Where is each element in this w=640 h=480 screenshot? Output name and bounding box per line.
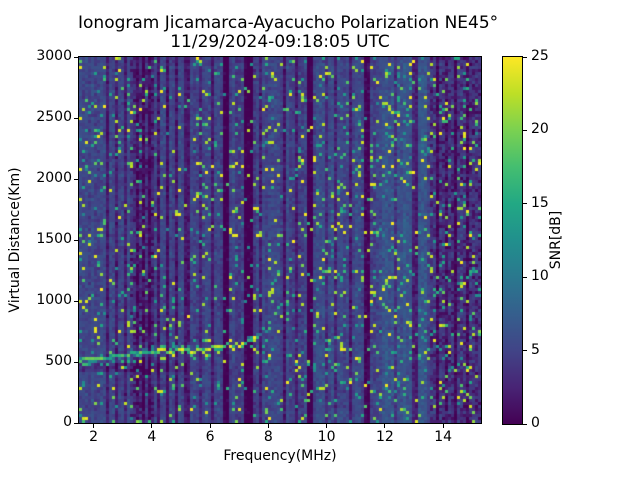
chart-title: Ionogram Jicamarca-Ayacucho Polarization… [78,13,499,33]
y-tick-label: 2000 [36,170,72,186]
y-tick-label: 2500 [36,109,72,125]
colorbar-tick-label: 25 [531,48,549,64]
chart-subtitle: 11/29/2024-09:18:05 UTC [170,32,390,52]
x-tick-label: 6 [205,429,215,445]
y-tick-label: 1500 [36,231,72,247]
x-tick-label: 8 [263,429,273,445]
x-tick-mark [151,424,153,428]
x-tick-label: 2 [89,429,99,445]
colorbar-tick-mark [523,423,527,425]
x-tick-mark [442,424,444,428]
x-tick-label: 4 [147,429,157,445]
colorbar-tick-label: 10 [531,268,549,285]
y-tick-mark [74,361,78,363]
colorbar-tick-label: 20 [531,121,549,138]
colorbar-tick-mark [523,56,527,58]
y-tick-mark [74,422,78,424]
colorbar-label: SNR[dB] [548,210,564,270]
x-tick-mark [384,424,386,428]
colorbar-tick-mark [523,350,527,352]
y-tick-label: 500 [45,353,72,369]
colorbar-gradient [503,57,522,424]
colorbar-tick-mark [523,203,527,205]
y-tick-mark [74,56,78,58]
x-tick-label: 10 [317,429,336,445]
colorbar-tick-label: 5 [531,341,540,358]
x-tick-label: 14 [434,429,453,445]
ionogram-heatmap [79,57,481,423]
x-tick-mark [326,424,328,428]
y-tick-mark [74,300,78,302]
colorbar-tick-mark [523,129,527,131]
y-tick-mark [74,117,78,119]
y-tick-mark [74,239,78,241]
colorbar-tick-label: 0 [531,415,540,431]
x-tick-mark [209,424,211,428]
colorbar [502,56,523,425]
y-tick-label: 0 [63,414,72,430]
y-tick-label: 1000 [36,292,72,308]
y-axis-label: Virtual Distance(Km) [7,167,23,313]
x-axis-label: Frequency(MHz) [223,448,337,464]
y-tick-mark [74,178,78,180]
y-tick-label: 3000 [36,48,72,64]
x-tick-mark [267,424,269,428]
x-tick-label: 12 [375,429,394,445]
colorbar-tick-label: 15 [531,194,549,211]
plot-area [78,56,482,424]
x-tick-mark [93,424,95,428]
colorbar-tick-mark [523,276,527,278]
